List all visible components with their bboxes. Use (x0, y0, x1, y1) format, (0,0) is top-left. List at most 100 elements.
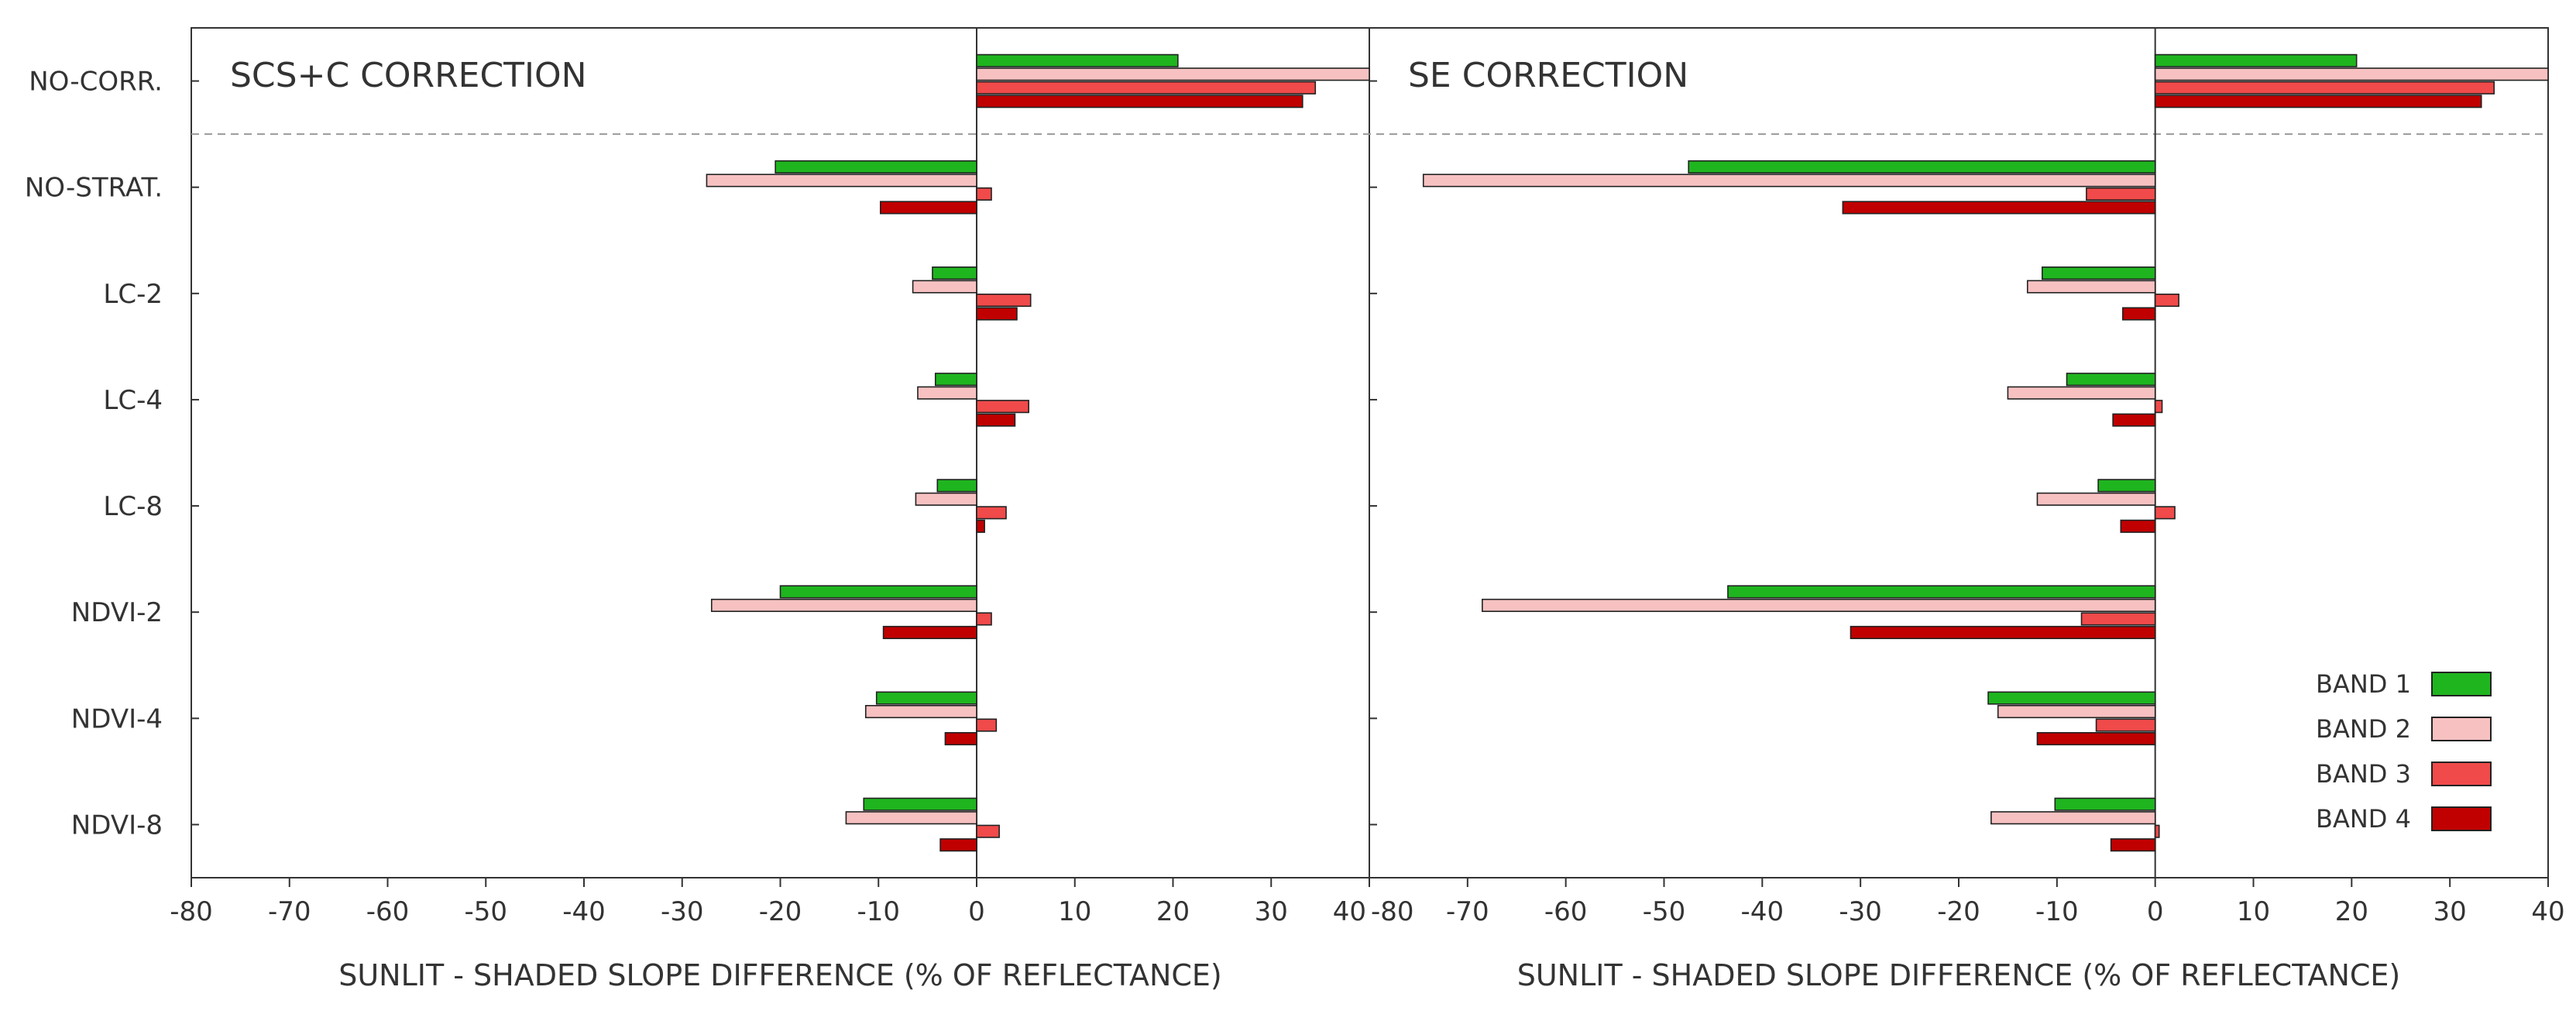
bar-band-2 (2007, 386, 2156, 400)
bar-band-4 (976, 95, 1303, 108)
bar-band-4 (1850, 625, 2156, 639)
bar-band-2 (2026, 280, 2156, 294)
x-tick-label: 20 (1156, 896, 1190, 927)
x-tick-label: -40 (562, 896, 606, 927)
bar-band-3 (2154, 81, 2495, 95)
bar-band-4 (879, 201, 977, 215)
category-label: LC-2 (103, 279, 163, 310)
bar-band-3 (976, 400, 1029, 414)
x-tick-label: 0 (2147, 896, 2164, 927)
bar-band-2 (706, 174, 977, 187)
bar-band-3 (976, 506, 1007, 520)
legend-label: BAND 4 (2316, 804, 2411, 834)
x-tick-label: 0 (968, 896, 985, 927)
x-tick-label: -20 (1937, 896, 1980, 927)
category-label: LC-4 (103, 385, 163, 416)
legend-label: BAND 1 (2316, 669, 2411, 699)
panel-frame-2 (1369, 27, 2549, 878)
bar-band-2 (845, 811, 977, 825)
bar-band-4 (944, 732, 977, 746)
bar-band-3 (2154, 400, 2163, 414)
bar-band-4 (939, 838, 977, 852)
bar-band-1 (2054, 797, 2156, 811)
bar-band-3 (2086, 187, 2156, 201)
bar-band-3 (976, 612, 992, 626)
bar-band-1 (976, 53, 1179, 67)
x-tick-label: -60 (366, 896, 410, 927)
panel-title: SCS+C CORRECTION (230, 56, 587, 95)
legend-swatch (2431, 717, 2492, 741)
bar-band-4 (882, 625, 977, 639)
bar-band-3 (2154, 294, 2179, 308)
bar-band-3 (976, 187, 992, 201)
bar-band-1 (1688, 160, 2156, 174)
x-tick-label: -40 (1741, 896, 1784, 927)
x-tick-label: -80 (1371, 896, 1414, 927)
bar-band-3 (2154, 824, 2160, 838)
bar-band-4 (2122, 307, 2156, 321)
legend-swatch (2431, 672, 2492, 696)
bar-band-2 (915, 492, 977, 506)
x-tick-label: -50 (464, 896, 507, 927)
category-label: NDVI-4 (71, 703, 163, 734)
bar-band-1 (2154, 53, 2358, 67)
bar-band-4 (2120, 519, 2156, 533)
bar-band-1 (875, 691, 977, 705)
bar-band-1 (775, 160, 977, 174)
x-tick-label: -80 (170, 896, 213, 927)
bar-band-2 (1422, 174, 2156, 187)
bar-band-1 (779, 585, 977, 599)
category-label: NO-CORR. (29, 67, 163, 98)
bar-band-3 (2080, 612, 2156, 626)
bar-band-1 (2066, 373, 2156, 387)
bar-band-4 (976, 413, 1016, 427)
panel-frame-1 (191, 27, 1370, 878)
bar-band-1 (1987, 691, 2156, 705)
bar-band-2 (710, 598, 977, 612)
bar-band-2 (976, 67, 1370, 81)
bar-band-1 (936, 479, 977, 493)
bar-band-1 (1727, 585, 2156, 599)
x-tick-label: -70 (268, 896, 311, 927)
category-label: NDVI-8 (71, 810, 163, 841)
x-tick-label: -10 (857, 896, 900, 927)
x-tick-label: -30 (661, 896, 704, 927)
x-tick-label: -60 (1544, 896, 1588, 927)
x-tick-label: -10 (2035, 896, 2079, 927)
bar-band-2 (2154, 67, 2549, 81)
x-tick-label: -50 (1643, 896, 1686, 927)
x-axis-label: SUNLIT - SHADED SLOPE DIFFERENCE (% OF R… (338, 958, 1222, 992)
legend-label: BAND 2 (2316, 714, 2411, 744)
bar-band-1 (934, 373, 977, 387)
category-label: LC-8 (103, 491, 163, 522)
x-tick-label: 40 (1333, 896, 1366, 927)
x-axis-label: SUNLIT - SHADED SLOPE DIFFERENCE (% OF R… (1517, 958, 2401, 992)
bar-band-2 (1990, 811, 2156, 825)
bar-band-1 (2097, 479, 2156, 493)
bar-band-4 (2036, 732, 2156, 746)
bar-band-4 (2154, 95, 2482, 108)
bar-band-4 (2112, 413, 2156, 427)
bar-band-2 (1482, 598, 2156, 612)
x-tick-label: -30 (1839, 896, 1882, 927)
panel-title: SE CORRECTION (1408, 56, 1688, 95)
category-label: NDVI-2 (71, 597, 163, 628)
x-tick-label: 40 (2531, 896, 2564, 927)
bar-band-2 (1997, 705, 2156, 719)
bar-band-3 (976, 81, 1317, 95)
legend-swatch (2431, 806, 2492, 831)
x-tick-label: 30 (2433, 896, 2467, 927)
bar-band-3 (976, 294, 1032, 308)
bar-band-2 (864, 705, 977, 719)
bar-band-4 (2110, 838, 2156, 852)
bar-band-1 (932, 266, 977, 280)
bar-band-2 (912, 280, 977, 294)
bar-band-3 (2154, 506, 2176, 520)
legend-swatch (2431, 762, 2492, 786)
x-tick-label: 30 (1255, 896, 1288, 927)
bar-band-2 (2036, 492, 2156, 506)
bar-band-4 (976, 519, 985, 533)
bar-band-4 (1842, 201, 2156, 215)
